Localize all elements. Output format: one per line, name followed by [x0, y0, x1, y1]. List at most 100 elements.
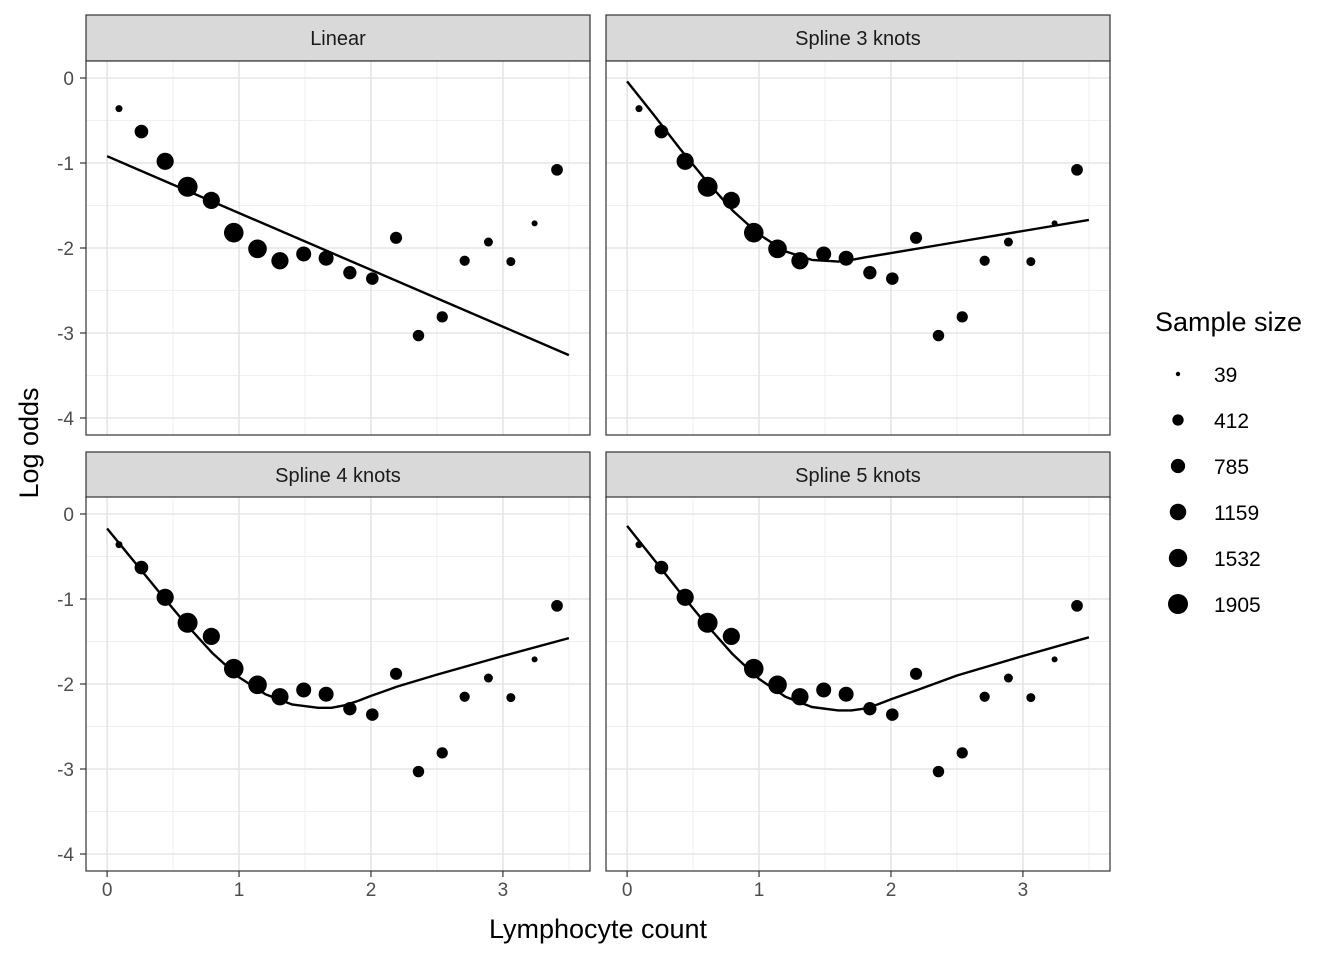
data-point: [248, 675, 267, 695]
data-point: [1071, 599, 1083, 612]
data-point: [932, 329, 945, 342]
y-tick-label: -2: [57, 675, 74, 696]
data-point: [202, 627, 220, 646]
facet-panel: Spline 4 knots 0 -1 -2 -3 -4 0 1 2 3: [57, 451, 591, 901]
data-point: [483, 673, 493, 683]
legend-label: 39: [1214, 364, 1237, 387]
legend-label: 412: [1214, 410, 1249, 433]
facet-panel: Linear 0 -1 -2 -3 -4: [57, 14, 591, 436]
data-point: [551, 599, 563, 612]
data-point: [1026, 693, 1036, 703]
facet-title: Spline 5 knots: [795, 465, 921, 487]
y-tick-label: -3: [57, 324, 74, 345]
data-point: [1051, 656, 1058, 663]
legend-key: [1175, 371, 1181, 377]
x-tick-label: 1: [234, 880, 245, 901]
data-point: [1003, 673, 1013, 683]
facet-title: Linear: [310, 28, 366, 50]
data-point: [156, 152, 174, 170]
data-point: [223, 658, 244, 679]
data-point: [838, 250, 854, 266]
data-point: [134, 124, 149, 139]
x-tick-label: 0: [102, 880, 113, 901]
data-point: [436, 311, 448, 323]
data-point: [932, 765, 945, 778]
data-point: [909, 231, 923, 244]
x-axis-title: Lymphocyte count: [489, 914, 708, 944]
data-point: [412, 765, 425, 778]
legend-key: [1168, 548, 1188, 568]
data-point: [459, 255, 470, 266]
facet-panel: Spline 3 knots: [605, 14, 1111, 436]
legend-label: 1532: [1214, 548, 1261, 571]
data-point: [743, 658, 764, 679]
data-point: [1003, 237, 1013, 247]
data-point: [366, 272, 379, 285]
data-point: [979, 255, 990, 266]
data-point: [459, 691, 470, 702]
data-point: [389, 667, 403, 680]
data-point: [722, 627, 740, 646]
data-point: [909, 667, 923, 680]
y-tick-label: -2: [57, 239, 74, 260]
y-tick-label: -4: [57, 409, 74, 430]
data-point: [1071, 163, 1083, 176]
data-point: [506, 693, 516, 703]
data-point: [296, 682, 312, 698]
facet-title: Spline 4 knots: [275, 465, 401, 487]
fitted-curve: [626, 80, 1090, 263]
data-point: [863, 265, 877, 280]
data-point: [436, 747, 448, 759]
data-point: [318, 686, 334, 702]
legend-title: Sample size: [1155, 307, 1302, 337]
data-point: [389, 231, 403, 244]
data-point: [506, 257, 516, 267]
data-point: [886, 708, 899, 721]
data-point: [956, 747, 968, 759]
fitted-curve: [626, 525, 1090, 712]
data-point: [635, 105, 643, 113]
facet-strip: [85, 451, 591, 499]
x-tick-label: 3: [1018, 880, 1029, 901]
y-tick-label: 0: [63, 69, 74, 90]
y-axis-title: Log odds: [14, 387, 44, 498]
legend-key: [1169, 503, 1187, 521]
data-point: [412, 329, 425, 342]
data-point: [223, 222, 244, 243]
data-point: [248, 239, 267, 259]
data-point: [886, 272, 899, 285]
data-point: [551, 163, 563, 176]
legend-label: 1905: [1214, 594, 1261, 617]
data-point: [318, 250, 334, 266]
legend-label: 1159: [1214, 502, 1259, 525]
data-point: [676, 152, 694, 170]
panel-border: [605, 496, 1111, 872]
data-point: [343, 265, 357, 280]
data-point: [979, 691, 990, 702]
data-point: [956, 311, 968, 323]
data-point: [697, 612, 718, 633]
fitted-curve: [106, 527, 570, 709]
data-point: [366, 708, 379, 721]
data-point: [816, 246, 832, 262]
data-point: [531, 220, 538, 227]
facet-strip: [85, 14, 591, 62]
data-point: [296, 246, 312, 262]
data-point: [743, 222, 764, 243]
y-tick-label: 0: [63, 505, 74, 526]
facet-panel: Spline 5 knots 0 1 2 3: [605, 451, 1111, 901]
y-tick-label: -1: [57, 154, 74, 175]
data-point: [531, 656, 538, 663]
data-point: [483, 237, 493, 247]
data-point: [816, 682, 832, 698]
data-point: [722, 191, 740, 210]
x-tick-label: 0: [622, 880, 633, 901]
x-tick-label: 2: [886, 880, 897, 901]
data-point: [271, 252, 289, 270]
legend-key: [1172, 414, 1184, 426]
x-tick-label: 2: [366, 880, 377, 901]
data-point: [838, 686, 854, 702]
facet-title: Spline 3 knots: [795, 28, 921, 50]
data-point: [115, 105, 123, 113]
